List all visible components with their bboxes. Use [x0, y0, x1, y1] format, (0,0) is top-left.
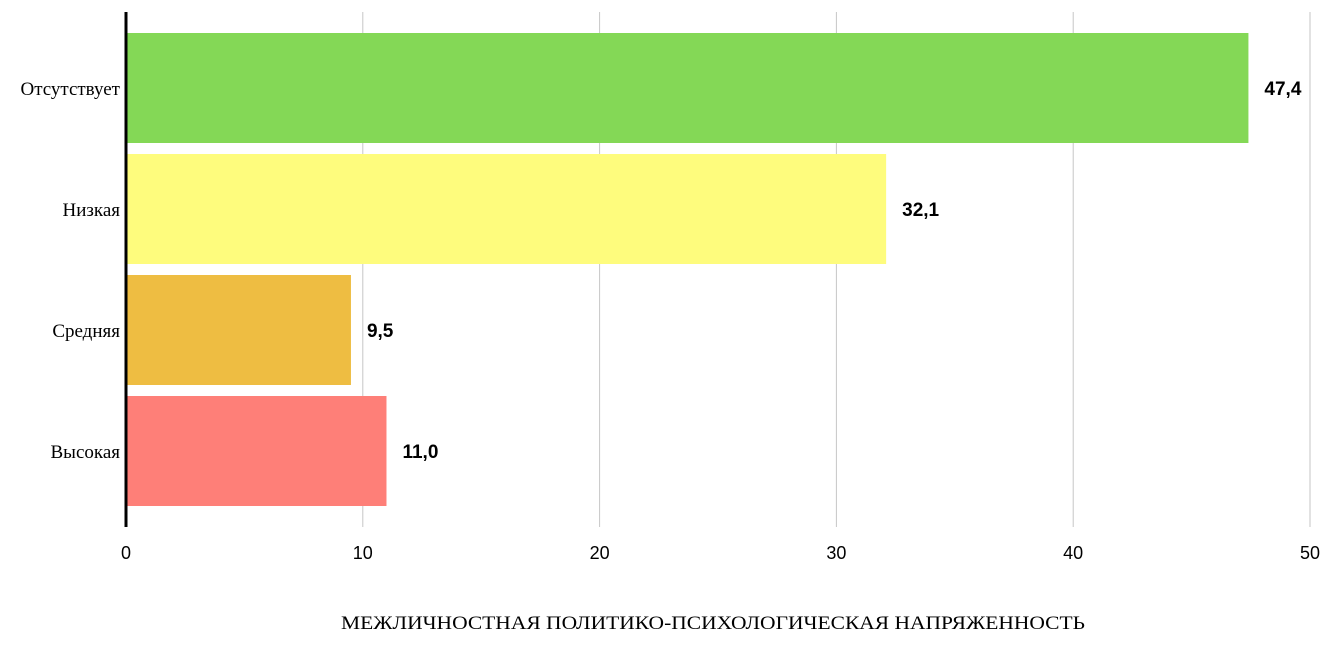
bar: [126, 154, 887, 264]
data-label: 47,4: [1264, 79, 1301, 100]
x-tick-label: 30: [826, 543, 846, 563]
category-label: Отсутствует: [20, 79, 120, 100]
data-label: 32,1: [902, 200, 939, 221]
bar: [126, 275, 351, 385]
bar: [126, 396, 387, 506]
category-label: Высокая: [51, 442, 121, 463]
x-tick-label: 10: [353, 543, 373, 563]
bar: [126, 33, 1249, 143]
x-tick-label: 50: [1300, 543, 1320, 563]
x-tick-label: 0: [121, 543, 131, 563]
x-tick-label: 20: [590, 543, 610, 563]
x-axis-title: МЕЖЛИЧНОСТНАЯ ПОЛИТИКО-ПСИХОЛОГИЧЕСКАЯ Н…: [341, 613, 1085, 634]
x-tick-labels: 0 10 20 30 40 50: [121, 543, 1320, 563]
bars: Отсутствует 47,4 Низкая 32,1 Средняя 9,5 Высок…: [20, 33, 1302, 506]
category-label: Средняя: [52, 321, 120, 342]
data-label: 11,0: [402, 442, 438, 463]
category-label: Низкая: [62, 200, 120, 221]
data-label: 9,5: [367, 321, 394, 342]
x-tick-label: 40: [1063, 543, 1083, 563]
